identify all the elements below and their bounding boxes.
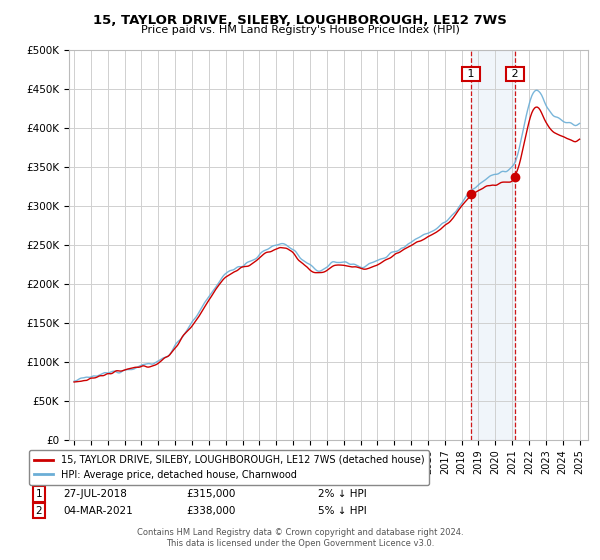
Text: 2: 2: [508, 69, 522, 79]
Text: 1: 1: [464, 69, 478, 79]
Text: 04-MAR-2021: 04-MAR-2021: [63, 506, 133, 516]
Legend: 15, TAYLOR DRIVE, SILEBY, LOUGHBOROUGH, LE12 7WS (detached house), HPI: Average : 15, TAYLOR DRIVE, SILEBY, LOUGHBOROUGH, …: [29, 450, 430, 484]
Text: 2% ↓ HPI: 2% ↓ HPI: [318, 489, 367, 499]
Text: 5% ↓ HPI: 5% ↓ HPI: [318, 506, 367, 516]
Text: 2: 2: [35, 506, 43, 516]
Text: 15, TAYLOR DRIVE, SILEBY, LOUGHBOROUGH, LE12 7WS: 15, TAYLOR DRIVE, SILEBY, LOUGHBOROUGH, …: [93, 14, 507, 27]
Text: £338,000: £338,000: [186, 506, 235, 516]
Text: Contains HM Land Registry data © Crown copyright and database right 2024.
This d: Contains HM Land Registry data © Crown c…: [137, 528, 463, 548]
Text: 27-JUL-2018: 27-JUL-2018: [63, 489, 127, 499]
Bar: [471, 50, 515, 440]
Text: Price paid vs. HM Land Registry's House Price Index (HPI): Price paid vs. HM Land Registry's House …: [140, 25, 460, 35]
Text: 1: 1: [35, 489, 43, 499]
Text: £315,000: £315,000: [186, 489, 235, 499]
